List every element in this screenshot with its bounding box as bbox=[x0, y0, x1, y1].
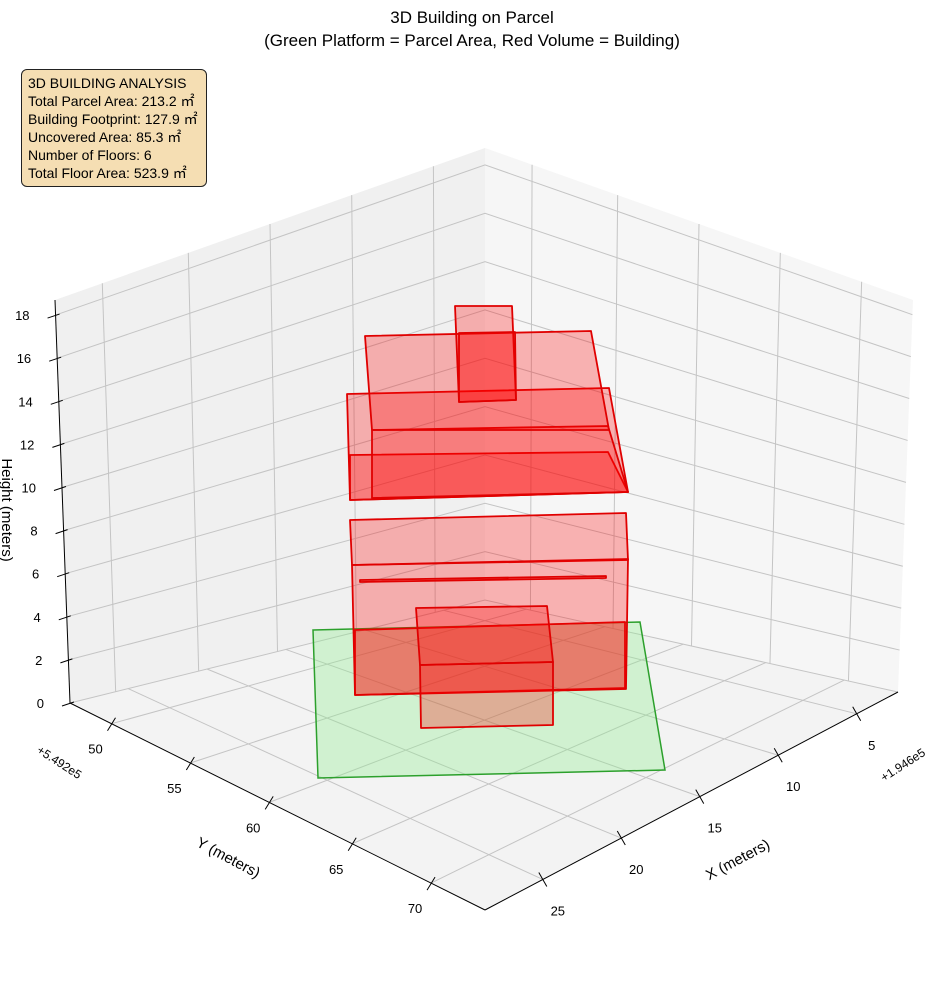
x-tick-label: 5 bbox=[868, 738, 875, 753]
floor-gridline-y bbox=[351, 662, 767, 845]
right-wall-gridline bbox=[769, 252, 781, 664]
z-tick bbox=[49, 356, 62, 362]
info-footprint: Building Footprint: 127.9 ㎡ bbox=[28, 111, 198, 127]
z-gridline bbox=[65, 454, 903, 575]
left-wall-gridline bbox=[432, 166, 436, 613]
z-tick bbox=[53, 486, 67, 491]
z-tick-label: 4 bbox=[34, 610, 41, 625]
x-tick-label: 15 bbox=[708, 821, 722, 836]
z-tick bbox=[52, 442, 65, 448]
z-tick bbox=[57, 572, 70, 578]
x-tick bbox=[616, 830, 626, 846]
z-gridline bbox=[66, 502, 902, 618]
z-tick-label: 2 bbox=[35, 653, 42, 668]
subtitle-line: (Green Platform = Parcel Area, Red Volum… bbox=[264, 31, 680, 50]
info-parcel-area: Total Parcel Area: 213.2 ㎡ bbox=[28, 93, 195, 109]
z-axis-label: Height (meters) bbox=[0, 458, 15, 561]
building-face bbox=[349, 512, 629, 566]
chart-title: 3D Building on Parcel (Green Platform = … bbox=[0, 6, 944, 52]
x-tick bbox=[852, 706, 862, 722]
y-tick-label: 70 bbox=[408, 901, 422, 916]
z-gridline bbox=[61, 357, 907, 488]
z-gridline bbox=[68, 551, 900, 661]
left-wall-gridline bbox=[269, 223, 278, 652]
z-gridline bbox=[63, 406, 905, 532]
x-tick bbox=[538, 872, 548, 887]
floor-gridline-x bbox=[127, 688, 544, 880]
floor-gridline-y bbox=[269, 643, 684, 803]
z-tick-label: 8 bbox=[30, 524, 37, 539]
right-wall-gridline bbox=[847, 281, 863, 681]
x-tick bbox=[773, 747, 783, 763]
z-tick-label: 0 bbox=[37, 696, 44, 711]
building-face bbox=[419, 661, 554, 729]
y-tick bbox=[185, 756, 195, 771]
building-face bbox=[359, 575, 607, 583]
info-uncovered: Uncovered Area: 85.3 ㎡ bbox=[28, 129, 182, 145]
y-tick-label: 55 bbox=[167, 781, 181, 796]
left-wall-gridline bbox=[187, 252, 200, 672]
x-tick-label: 10 bbox=[786, 779, 800, 794]
right-wall-gridline bbox=[612, 195, 619, 629]
info-floors: Number of Floors: 6 bbox=[28, 147, 152, 163]
left-wall-gridline bbox=[351, 195, 357, 632]
floor-gridline-x bbox=[206, 668, 622, 839]
z-tick-label: 10 bbox=[22, 480, 36, 495]
z-tick bbox=[55, 529, 68, 535]
z-tick-label: 16 bbox=[17, 351, 31, 366]
y-axis-label: Y (meters) bbox=[193, 834, 263, 882]
z-tick bbox=[61, 701, 75, 707]
y-tick-label: 50 bbox=[88, 742, 102, 757]
z-gridline bbox=[57, 212, 911, 359]
y-tick bbox=[107, 717, 116, 731]
y-tick bbox=[264, 796, 274, 810]
floor-gridline-y bbox=[111, 608, 527, 725]
floor-gridline-y bbox=[430, 679, 845, 884]
left-wall-gridline bbox=[101, 283, 117, 692]
x-tick-label: 20 bbox=[629, 862, 643, 877]
z-tick-label: 18 bbox=[15, 308, 29, 323]
z-gridline bbox=[58, 261, 910, 402]
z-gridline bbox=[60, 309, 908, 445]
z-axis-line bbox=[54, 299, 71, 704]
building-face bbox=[458, 331, 517, 403]
right-wall-gridline bbox=[529, 164, 533, 611]
x-axis-line bbox=[484, 691, 899, 911]
info-floor-area: Total Floor Area: 523.9 ㎡ bbox=[28, 165, 187, 181]
right-wall-gridline bbox=[691, 223, 700, 647]
info-heading: 3D BUILDING ANALYSIS bbox=[28, 75, 187, 91]
z-gridline bbox=[55, 164, 913, 316]
title-line: 3D Building on Parcel bbox=[390, 8, 554, 27]
y-tick-label: 65 bbox=[329, 862, 343, 877]
y-axis-line bbox=[69, 702, 486, 911]
analysis-info-box: 3D BUILDING ANALYSIS Total Parcel Area: … bbox=[21, 69, 207, 187]
building-face bbox=[371, 425, 629, 499]
x-tick-label: 25 bbox=[551, 903, 565, 918]
x-offset-label: +1.946e5 bbox=[878, 745, 928, 784]
z-tick-label: 14 bbox=[18, 394, 32, 409]
z-tick bbox=[58, 615, 71, 621]
building-face bbox=[351, 558, 629, 696]
z-tick-label: 12 bbox=[20, 437, 34, 452]
z-tick-label: 6 bbox=[32, 567, 39, 582]
floor-gridline-x bbox=[443, 609, 857, 715]
z-tick bbox=[47, 313, 60, 319]
y-tick bbox=[347, 837, 357, 852]
x-axis-label: X (meters) bbox=[703, 836, 773, 884]
y-tick bbox=[426, 876, 436, 891]
building-face bbox=[415, 605, 554, 666]
y-tick-label: 60 bbox=[246, 820, 260, 835]
right-pane bbox=[485, 148, 913, 692]
z-gridline bbox=[69, 599, 899, 704]
y-offset-label: +5.492e5 bbox=[34, 743, 84, 782]
floor-gridline-x bbox=[364, 629, 779, 756]
x-tick bbox=[695, 789, 705, 804]
z-tick bbox=[50, 399, 63, 405]
z-tick bbox=[60, 658, 73, 664]
